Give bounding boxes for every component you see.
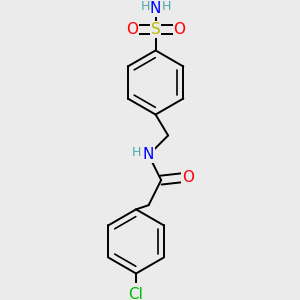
Text: H: H xyxy=(140,0,150,14)
Text: O: O xyxy=(126,22,138,37)
Text: S: S xyxy=(151,22,160,37)
Text: H: H xyxy=(131,146,141,159)
Text: Cl: Cl xyxy=(129,287,143,300)
Text: N: N xyxy=(150,1,161,16)
Text: H: H xyxy=(161,0,171,14)
Text: N: N xyxy=(143,148,154,163)
Text: O: O xyxy=(182,170,194,185)
Text: O: O xyxy=(173,22,185,37)
